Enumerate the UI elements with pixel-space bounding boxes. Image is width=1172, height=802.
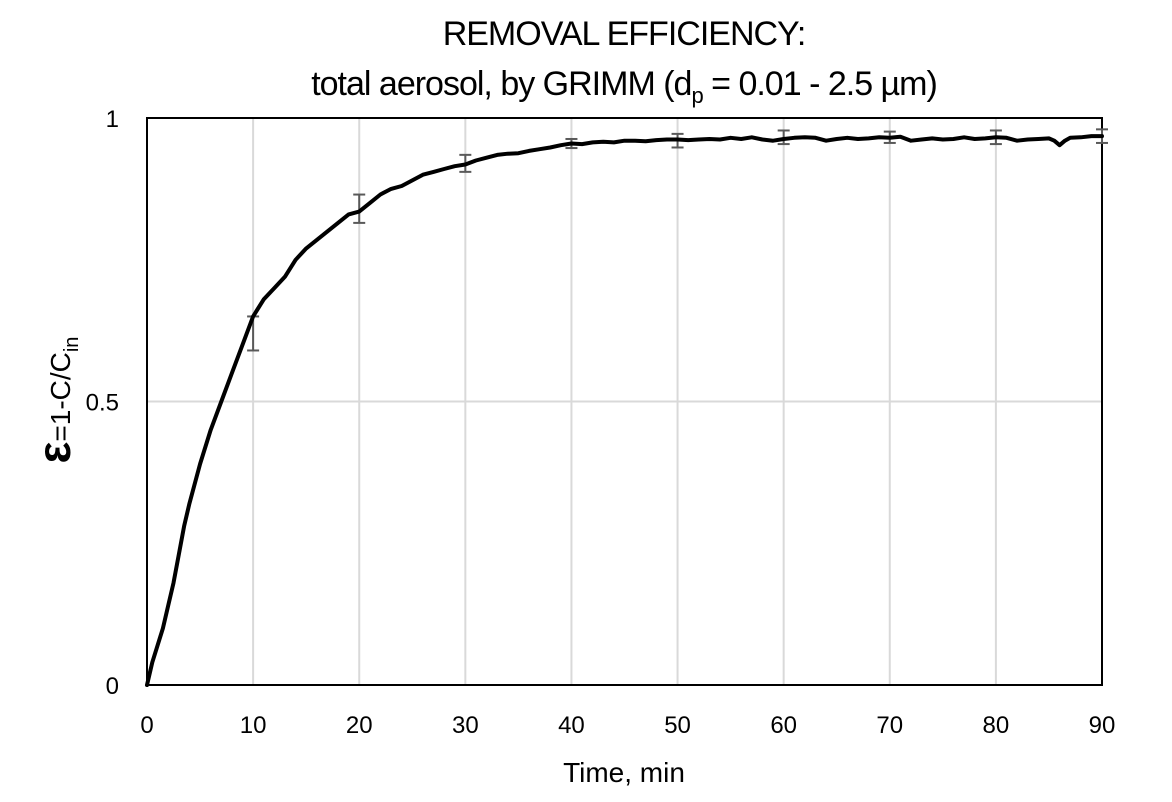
chart-subtitle-subscript: p (691, 83, 703, 108)
error-bar (353, 193, 366, 224)
chart-subtitle: total aerosol, by GRIMM (dp = 0.01 - 2.5… (311, 65, 937, 108)
chart-subtitle-suffix: = 0.01 - 2.5 µm) (703, 65, 937, 103)
y-tick-label: 0.5 (86, 390, 119, 417)
efficiency-series-line (145, 134, 1104, 687)
grid-lines (147, 118, 1102, 685)
x-tick-label: 80 (983, 712, 1010, 739)
x-tick-label: 10 (240, 712, 267, 739)
y-axis-title-text: =1-C/C (45, 352, 76, 441)
x-tick-label: 20 (346, 712, 373, 739)
chart-title: REMOVAL EFFICIENCY: (443, 15, 806, 53)
x-tick-label: 50 (664, 712, 691, 739)
y-axis-title: ε=1-C/Cin (28, 337, 83, 464)
chart-subtitle-prefix: total aerosol, by GRIMM (d (311, 65, 691, 103)
x-axis-title: Time, min (563, 757, 685, 788)
x-tick-label: 30 (452, 712, 479, 739)
x-tick-label: 60 (770, 712, 797, 739)
x-axis-ticks: 0 10 20 30 40 50 60 70 80 90 (140, 712, 1115, 739)
x-tick-label: 70 (876, 712, 903, 739)
y-axis-ticks: 00.51 (86, 106, 119, 700)
x-tick-label: 40 (558, 712, 585, 739)
x-tick-label: 0 (140, 712, 153, 739)
plot-area-border (146, 117, 1103, 686)
y-axis-title-subscript: in (61, 337, 83, 353)
x-tick-label: 90 (1089, 712, 1116, 739)
y-tick-label: 0 (106, 673, 119, 700)
y-tick-label: 1 (106, 106, 119, 133)
y-axis-title-symbol: ε (28, 441, 80, 463)
